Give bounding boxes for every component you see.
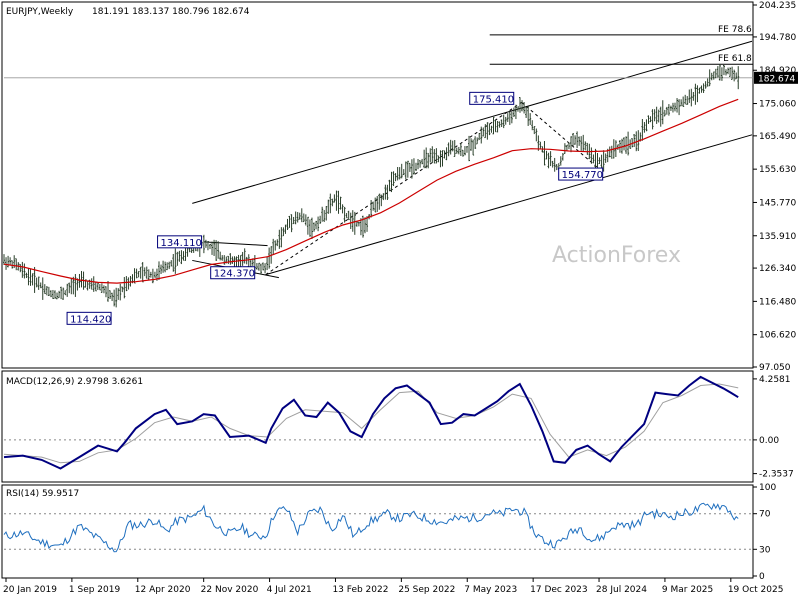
price-tick-label: 155.630	[759, 165, 796, 175]
price-tick-label: 135.910	[759, 232, 796, 242]
macd-series-layer: 4.2581 0.00 -2.3537	[3, 375, 794, 480]
x-tick-label: 28 Jul 2024	[596, 585, 647, 595]
price-label-text: 175.410	[473, 94, 514, 105]
x-tick-label: 1 Sep 2019	[69, 585, 121, 595]
rsi-title: RSI(14) 59.9517	[6, 489, 79, 499]
fe-level-label: FE 78.6	[718, 25, 752, 35]
x-axis-labels: 20 Jan 2019 1 Sep 2019 12 Apr 2020 22 Nov 2…	[3, 578, 783, 595]
x-tick-label: 9 Mar 2025	[662, 585, 713, 595]
price-label-text: 124.370	[214, 269, 255, 280]
price-series-layer: FE 78.6 FE 61.8 182.674 114.420 134.110 124.3…	[3, 25, 798, 325]
last-price-badge	[754, 71, 798, 84]
rsi-series-layer: 100 70 30 0	[3, 483, 776, 582]
macd-line	[3, 375, 739, 470]
price-label-box	[558, 167, 604, 181]
upper-channel-line	[192, 40, 753, 204]
rsi-line	[3, 502, 739, 553]
price-label-box	[210, 266, 256, 280]
price-tick-label: 165.490	[759, 132, 796, 142]
price-label-text: 134.110	[161, 238, 202, 249]
x-tick-label: 4 Jul 2021	[267, 585, 312, 595]
price-tick-label: 116.480	[759, 297, 796, 307]
price-tick-label: 184.920	[759, 66, 796, 76]
rsi-tick-label: 30	[759, 545, 771, 555]
moving-average-line	[3, 98, 739, 284]
last-price-label: 182.674	[758, 74, 795, 84]
fe-level-label: FE 61.8	[718, 54, 752, 64]
price-tick-label: 126.340	[759, 264, 796, 274]
price-label-box	[157, 235, 203, 249]
macd-tick-label: 4.2581	[759, 375, 791, 385]
price-tick-label: 97.050	[759, 363, 791, 373]
x-tick-label: 22 Nov 2020	[201, 585, 259, 595]
rsi-tick-label: 100	[759, 483, 776, 493]
price-axis-ticks: 204.235 194.780 184.920 175.060 165.490 155.6…	[753, 1, 796, 373]
x-tick-label: 25 Sep 2022	[398, 585, 455, 595]
macd-tick-label: -2.3537	[759, 470, 794, 480]
rsi-tick-label: 70	[759, 510, 771, 520]
macd-title: MACD(12,26,9) 2.9798 3.6261	[6, 377, 143, 387]
price-tick-label: 175.060	[759, 100, 796, 110]
price-tick-label: 194.780	[759, 33, 796, 43]
price-label-box	[469, 91, 515, 105]
macd-panel-frame	[1, 370, 754, 483]
macd-tick-label: 0.00	[759, 436, 779, 446]
price-tick-label: 204.235	[759, 1, 796, 11]
price-label-text: 154.770	[562, 170, 603, 181]
rsi-panel-frame	[1, 484, 754, 579]
x-tick-label: 7 May 2023	[464, 585, 517, 595]
price-label-box	[66, 311, 112, 325]
price-tick-label: 145.770	[759, 198, 796, 208]
x-tick-label: 20 Jan 2019	[3, 585, 57, 595]
x-tick-label: 17 Dec 2023	[530, 585, 588, 595]
symbol-label: EURJPY,Weekly	[6, 7, 74, 17]
lower-channel-line	[265, 134, 753, 276]
x-tick-label: 19 Oct 2025	[728, 585, 784, 595]
price-label-text: 114.420	[70, 314, 111, 325]
x-tick-label: 12 Apr 2020	[135, 585, 191, 595]
rsi-tick-label: 0	[759, 572, 765, 582]
price-tick-label: 106.620	[759, 331, 796, 341]
watermark: ActionForex	[552, 243, 681, 268]
x-tick-label: 13 Feb 2022	[332, 585, 388, 595]
ohlc-values: 181.191 183.137 180.796 182.674	[92, 7, 250, 17]
price-panel-frame	[1, 1, 754, 369]
